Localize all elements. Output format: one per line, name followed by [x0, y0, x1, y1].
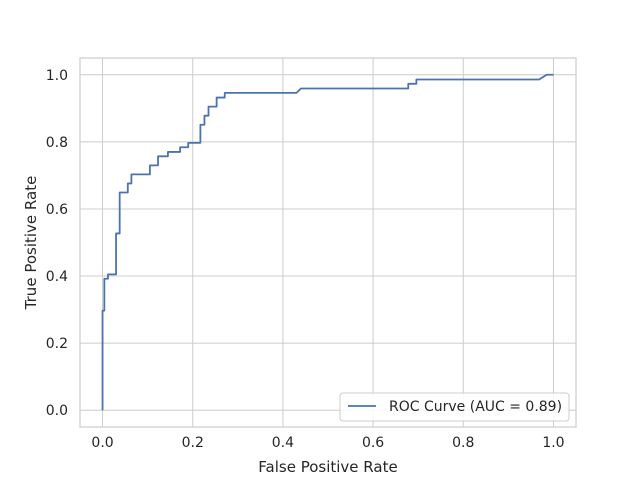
plot-area: [80, 58, 576, 427]
y-tick-label: 0.0: [46, 403, 68, 419]
x-tick-label: 0.6: [362, 435, 384, 451]
x-axis-label: False Positive Rate: [258, 458, 397, 476]
y-tick-label: 0.8: [46, 135, 68, 151]
y-tick-label: 1.0: [46, 68, 68, 84]
x-tick-labels: 0.0 0.2 0.4 0.6 0.8 1.0: [91, 435, 564, 451]
y-tick-labels: 0.0 0.2 0.4 0.6 0.8 1.0: [46, 68, 68, 419]
roc-curve-line: [101, 73, 554, 411]
x-tick-label: 0.0: [91, 435, 113, 451]
legend: ROC Curve (AUC = 0.89): [339, 392, 570, 422]
grid-lines: [80, 58, 576, 427]
plot-frame: [79, 57, 577, 428]
x-tick-label: 0.2: [182, 435, 204, 451]
legend-label: ROC Curve (AUC = 0.89): [389, 399, 562, 415]
y-tick-label: 0.2: [46, 336, 68, 352]
x-tick-label: 1.0: [542, 435, 564, 451]
y-axis-label: True Positive Rate: [22, 176, 40, 311]
curve-layer: [101, 73, 554, 411]
legend-box: [339, 392, 570, 422]
x-tick-label: 0.4: [272, 435, 294, 451]
x-tick-label: 0.8: [452, 435, 474, 451]
y-tick-label: 0.4: [46, 269, 68, 285]
y-tick-label: 0.6: [46, 202, 68, 218]
